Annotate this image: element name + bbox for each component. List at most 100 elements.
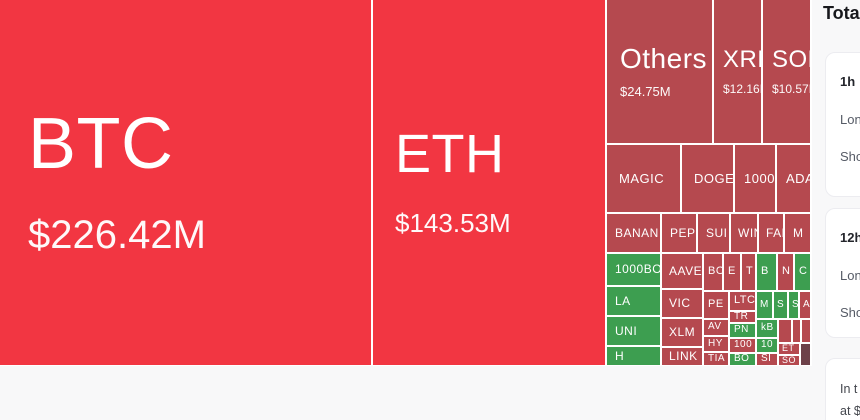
treemap-tile-xrp[interactable]: XRP $12.16M [714,0,761,143]
treemap-tile-ltc[interactable]: LTC [730,292,755,310]
treemap-tile-link[interactable]: LINK [662,348,702,365]
summary-card-note: In t at $ [825,358,860,420]
tile-value: $143.53M [395,208,511,239]
tile-label: XLM [669,325,696,340]
treemap-tile-so[interactable]: SO [779,356,799,365]
tile-value: $226.42M [28,212,206,257]
treemap-tile-sol[interactable]: SOL $10.57M [763,0,810,143]
treemap-tile-s[interactable]: S [774,292,787,318]
treemap-tile-1000bo[interactable]: 1000BO [607,254,660,285]
tile-label: BANAN [615,225,659,240]
treemap-tile-a[interactable]: A [800,292,810,318]
treemap-tile[interactable] [779,320,791,342]
treemap-tile-far[interactable]: FAR [759,214,783,252]
treemap-tile-c[interactable]: C [795,254,810,290]
treemap-tile-s[interactable]: S [789,292,798,318]
tile-value: $10.57M [772,81,810,96]
card-heading: 1h [840,74,856,89]
card-line-long: Lon [840,112,860,127]
tile-label: DOGE [694,170,733,186]
panel-title: Tota [823,3,860,23]
liquidation-treemap: BTC$226.42METH$143.53MOthers$24.75MXRP$1… [0,0,812,366]
treemap-tile-vic[interactable]: VIC [662,290,702,317]
treemap-tile-sui[interactable]: SUI [698,214,729,252]
tile-label: FAR [766,225,783,240]
card-heading: 12h [840,230,860,245]
tile-label: H [615,348,625,363]
treemap-tile-e[interactable]: E [724,254,740,290]
treemap-tile-xlm[interactable]: XLM [662,319,702,346]
treemap-tile-aave[interactable]: AAVE [662,254,702,288]
treemap-tile[interactable] [802,320,810,342]
treemap-tile[interactable] [801,344,810,365]
treemap-tile-pep[interactable]: PEP [662,214,696,252]
treemap-tile-10[interactable]: 10 [757,339,777,352]
tile-label: ET [782,344,795,354]
note-line-1: In t [840,382,858,396]
treemap-tile-b[interactable]: B [757,254,776,290]
treemap-tile-la[interactable]: LA [607,287,660,315]
treemap-tile-hy[interactable]: HY [704,337,728,351]
treemap-tile-h[interactable]: H [607,347,660,365]
tile-label: ADA [786,170,810,186]
treemap-tile-1000p[interactable]: 1000P [735,145,775,212]
tile-label: BO [708,265,722,278]
tile-label: 100 [734,339,753,351]
treemap-tile-win[interactable]: WIN [731,214,757,252]
treemap-tile-kb[interactable]: kB [757,320,777,337]
tile-label: LA [615,293,631,308]
tile-label: 1000BO [615,262,660,277]
treemap-tile-m[interactable]: M [785,214,810,252]
treemap-tile-eth[interactable]: ETH $143.53M [373,0,605,365]
tile-label: PE [708,298,724,311]
treemap-tile-magic[interactable]: MAGIC [607,145,680,212]
treemap-tile-100[interactable]: 100 [730,339,755,352]
treemap-tile-uni[interactable]: UNI [607,317,660,345]
treemap-tile-tr[interactable]: TR [730,312,755,322]
treemap-tile-av[interactable]: AV [704,320,728,335]
treemap-tile-banan[interactable]: BANAN [607,214,660,252]
tile-label: AV [708,321,722,333]
treemap-tile-pe[interactable]: PE [704,292,728,318]
tile-value: $24.75M [620,83,671,99]
treemap-tile-n[interactable]: N [778,254,793,290]
treemap-tile-bo[interactable]: BO [704,254,722,290]
treemap-tile-btc[interactable]: BTC $226.42M [0,0,371,365]
tile-label: SI [761,354,772,365]
tile-label: N [782,265,791,278]
treemap-tile-m[interactable]: M [757,292,772,318]
tile-label: WIN [738,225,757,240]
tile-label: SOL [772,46,810,74]
tile-label: XRP [723,46,761,74]
card-line-short: Sho [840,149,860,164]
tile-label: AAVE [669,263,702,278]
treemap-tile-bo[interactable]: BO [730,354,755,365]
card-line-long: Lon [840,268,860,283]
treemap-tile-t[interactable]: T [742,254,755,290]
tile-label: TR [734,312,749,322]
tile-label: MAGIC [619,170,665,186]
tile-label: Others [620,43,708,75]
tile-value: $12.16M [723,81,761,96]
tile-label: LINK [669,349,698,364]
tile-label: UNI [615,323,638,338]
treemap-tile-et[interactable]: ET [779,344,799,354]
card-line-short: Sho [840,305,860,320]
treemap-tile-others[interactable]: Others $24.75M [607,0,712,143]
treemap-tile-pn[interactable]: PN [730,324,755,337]
treemap-tile-ada[interactable]: ADA [777,145,810,212]
tile-label: S [792,298,798,310]
tile-label: M [793,225,804,240]
treemap-tile[interactable] [793,320,800,342]
tile-label: 10 [761,339,774,351]
summary-card-1h: 1h Lon Sho [825,52,860,197]
treemap-tile-si[interactable]: SI [757,354,777,365]
treemap-tile-doge[interactable]: DOGE [682,145,733,212]
tile-label: SUI [706,225,728,240]
treemap-tile-tia[interactable]: TIA [704,353,728,365]
summary-card-12h: 12h Lon Sho [825,208,860,338]
tile-label: S [777,298,785,310]
tile-label: BO [734,354,750,365]
tile-label: A [803,298,810,310]
